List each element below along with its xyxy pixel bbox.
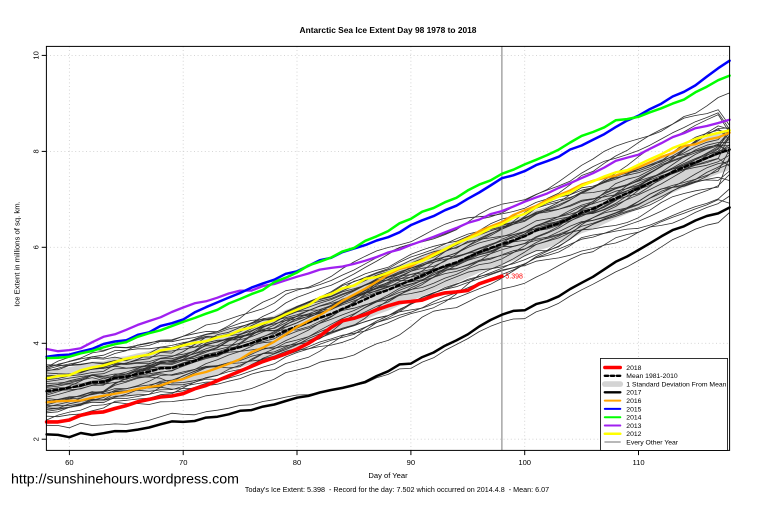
svg-text:Antarctic Sea Ice Extent Day 9: Antarctic Sea Ice Extent Day 98 1978 to … xyxy=(300,25,477,35)
svg-text:2015: 2015 xyxy=(626,406,641,413)
svg-text:4: 4 xyxy=(31,341,40,345)
svg-text:http://sunshinehours.wordpress: http://sunshinehours.wordpress.com xyxy=(11,472,239,488)
svg-text:2: 2 xyxy=(31,437,40,441)
svg-text:6: 6 xyxy=(31,245,40,249)
svg-text:2017: 2017 xyxy=(626,390,641,397)
svg-text:1 Standard Deviation From Mean: 1 Standard Deviation From Mean xyxy=(626,382,726,389)
svg-text:Mean 1981-2010: Mean 1981-2010 xyxy=(626,373,678,380)
svg-text:90: 90 xyxy=(407,458,415,467)
svg-text:8: 8 xyxy=(31,149,40,153)
svg-text:Day of Year: Day of Year xyxy=(368,471,408,480)
svg-text:Every Other Year: Every Other Year xyxy=(626,439,678,446)
svg-text:10: 10 xyxy=(31,51,40,59)
svg-text:2018: 2018 xyxy=(626,365,641,372)
svg-text:60: 60 xyxy=(65,458,73,467)
svg-text:80: 80 xyxy=(293,458,301,467)
svg-text:100: 100 xyxy=(518,458,531,467)
svg-text:2012: 2012 xyxy=(626,431,641,438)
svg-text:110: 110 xyxy=(632,458,644,467)
svg-text:5.398: 5.398 xyxy=(505,273,523,280)
svg-text:2013: 2013 xyxy=(626,423,641,430)
svg-text:2014: 2014 xyxy=(626,415,641,422)
svg-text:70: 70 xyxy=(179,458,187,467)
svg-text:Ice Extent in millions of sq.: Ice Extent in millions of sq. km. xyxy=(13,201,22,307)
svg-text:Today's Ice Extent: 5.398 - R: Today's Ice Extent: 5.398 - Record for t… xyxy=(245,485,549,494)
svg-text:2016: 2016 xyxy=(626,398,641,405)
